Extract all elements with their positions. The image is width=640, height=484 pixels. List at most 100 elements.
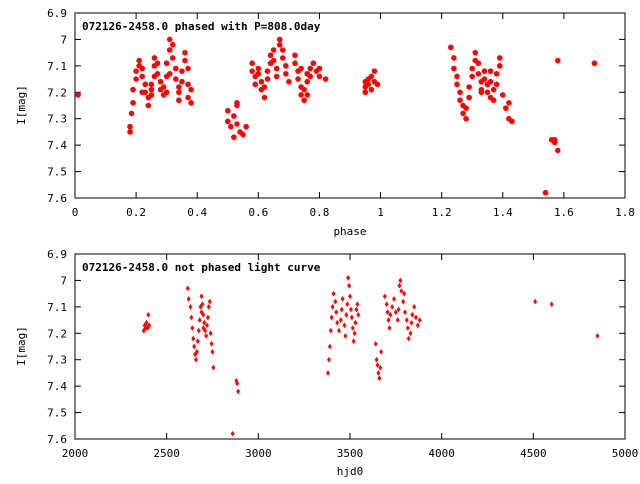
phased-x-tick-label: 1.6: [554, 206, 574, 219]
phased-y-tick-label: 7.1: [47, 60, 67, 73]
phased-x-tick-label: 1.8: [615, 206, 635, 219]
phased-data-point: [509, 118, 515, 125]
unphased-data-point: [344, 311, 349, 318]
phased-data-point: [234, 121, 240, 127]
phased-data-point: [169, 55, 176, 61]
phased-data-point: [286, 78, 292, 85]
phased-y-tick-label: 7.2: [47, 86, 67, 99]
phased-data-point: [139, 65, 146, 72]
unphased-data-point: [337, 327, 341, 334]
unphased-data-point: [353, 319, 358, 326]
unphased-data-point: [373, 341, 378, 347]
unphased-data-point: [235, 380, 240, 387]
unphased-data-point: [197, 317, 202, 323]
phased-data-point: [283, 70, 289, 77]
phased-y-axis: 6.9 7 7.1 7.2 7.3 7.4 7.5 7.6: [47, 7, 625, 205]
phased-y-tick-label: 7.6: [47, 192, 67, 205]
unphased-data-point: [146, 311, 151, 318]
unphased-plot-panel: 2000 2500 3000 3500 4000 4500 5000 6.9 7 7.1 7.2 7…: [15, 248, 638, 478]
unphased-plot-title: 072126-2458.0 not phased light curve: [82, 261, 321, 274]
phased-data-point: [283, 63, 289, 69]
unphased-data-point: [402, 290, 407, 297]
unphased-data-point: [326, 370, 330, 376]
unphased-data-point: [408, 330, 413, 337]
unphased-data-point: [378, 364, 383, 371]
unphased-data-point: [326, 356, 331, 363]
phased-data-point: [151, 55, 158, 61]
unphased-y-tick-label: 7: [60, 274, 67, 287]
unphased-data-point: [236, 388, 241, 395]
phased-data-point: [451, 65, 457, 72]
phased-data-point: [157, 78, 164, 85]
unphased-data-point: [205, 322, 209, 329]
unphased-data-point: [192, 343, 197, 350]
phased-y-tick-label: 6.9: [47, 7, 67, 20]
unphased-data-point: [354, 306, 359, 313]
unphased-y-tick-label: 7.4: [47, 380, 67, 393]
unphased-data-point: [350, 325, 355, 331]
unphased-data-point: [340, 296, 345, 302]
phased-data-point: [185, 81, 191, 88]
phased-data-point: [484, 89, 491, 96]
unphased-data-point: [377, 375, 382, 382]
phased-data-point: [506, 100, 512, 106]
phased-data-point: [154, 60, 161, 67]
phased-data-point: [478, 89, 485, 96]
phased-data-point: [499, 92, 506, 98]
phased-data-point: [270, 47, 277, 53]
unphased-data-point: [202, 319, 207, 326]
unphased-data-point: [205, 314, 210, 321]
unphased-data-point: [144, 319, 149, 326]
phased-data-point: [252, 81, 259, 88]
unphased-y-axis: 6.9 7 7.1 7.2 7.3 7.4 7.5 7.6: [47, 248, 625, 446]
phased-data-point: [276, 36, 283, 43]
unphased-y-tick-label: 7.3: [47, 354, 67, 367]
phased-data-point: [249, 60, 256, 67]
phased-data-point: [496, 63, 503, 69]
phased-data-point: [371, 68, 378, 74]
phased-data-point: [304, 78, 311, 85]
phased-data-point: [301, 97, 307, 104]
phased-data-point: [307, 65, 314, 72]
unphased-data-point: [384, 301, 389, 308]
unphased-data-point: [405, 325, 410, 331]
phased-data-point: [273, 73, 280, 80]
phased-data-point: [273, 65, 280, 72]
phased-data-point: [188, 100, 194, 106]
unphased-data-point: [398, 277, 403, 284]
unphased-x-tick-label: 4500: [520, 447, 547, 460]
phased-data-point: [451, 55, 457, 61]
phased-y-axis-label: I[mag]: [15, 85, 28, 125]
phased-data-point: [466, 84, 472, 90]
phased-data-point: [554, 57, 561, 64]
phased-data-point: [255, 65, 262, 72]
phased-data-point: [368, 73, 375, 80]
phased-data-point: [490, 86, 497, 93]
phased-data-point: [475, 60, 482, 67]
phased-data-point: [301, 86, 307, 93]
phased-data-point: [173, 65, 179, 72]
unphased-data-point: [395, 317, 400, 323]
phased-data-point: [276, 41, 283, 48]
phased-data-point: [298, 65, 304, 72]
phased-data-point: [469, 65, 476, 72]
phased-data-point: [496, 55, 503, 61]
phased-data-point: [231, 113, 237, 119]
phased-data-point: [368, 86, 375, 93]
unphased-data-point: [339, 306, 344, 313]
unphased-y-tick-label: 7.2: [47, 327, 67, 340]
unphased-data-point: [397, 282, 402, 289]
phased-data-point: [258, 78, 265, 85]
phased-data-point: [316, 73, 323, 80]
phased-data-point: [322, 76, 329, 82]
phased-data-point: [463, 105, 469, 111]
phased-data-point: [148, 86, 155, 93]
phased-data-point: [267, 52, 274, 59]
unphased-data-point: [199, 293, 204, 300]
unphased-data-point: [185, 285, 190, 292]
phased-data-point: [185, 94, 191, 101]
unphased-data-point: [533, 298, 538, 305]
unphased-data-point: [415, 322, 420, 329]
phased-data-point: [127, 123, 133, 130]
phased-data-point: [128, 110, 135, 117]
